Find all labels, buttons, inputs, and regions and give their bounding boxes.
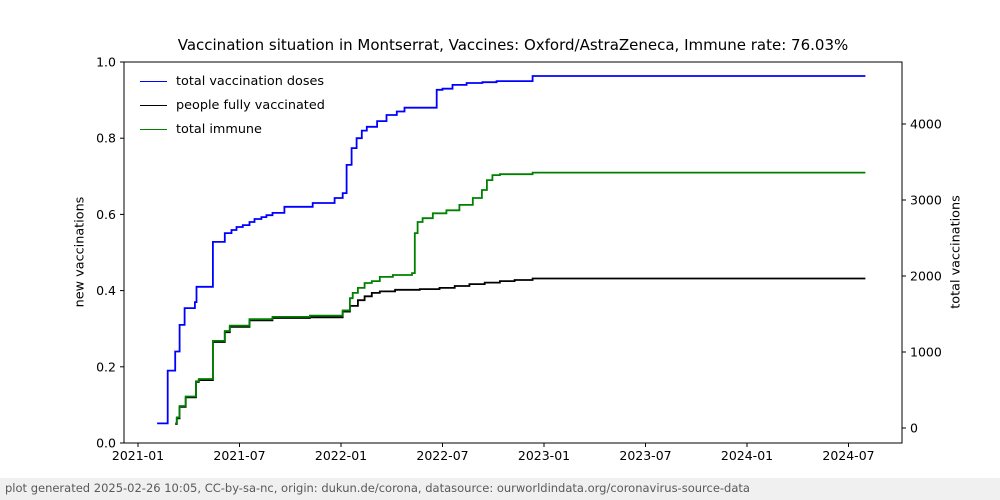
x-axis-tick-label: 2021-01 <box>112 448 164 463</box>
legend-label: total immune <box>176 121 262 137</box>
legend-label: total vaccination doses <box>176 73 325 89</box>
y-left-tick-label: 1.0 <box>96 55 116 70</box>
footer-note: plot generated 2025-02-26 10:05, CC-by-s… <box>0 478 1000 500</box>
y-left-tick-label: 0.4 <box>96 283 116 298</box>
y-left-tick-label: 0.2 <box>96 359 116 374</box>
y-right-tick-label: 0 <box>910 421 918 436</box>
x-axis-tick-label: 2022-07 <box>416 448 468 463</box>
legend-line-swatch-black <box>140 104 167 106</box>
series-line-people-fully-vaccinated <box>175 277 866 425</box>
y-right-tick-label: 2000 <box>910 269 942 284</box>
x-axis-tick-label: 2024-07 <box>822 448 874 463</box>
x-axis-tick-label: 2024-01 <box>721 448 773 463</box>
x-axis-tick-label: 2021-07 <box>213 448 265 463</box>
y-left-tick-label: 0.6 <box>96 207 116 222</box>
legend-item: people fully vaccinated <box>140 93 325 117</box>
legend-line-swatch-blue <box>140 80 167 82</box>
y-right-tick-label: 4000 <box>910 117 942 132</box>
y-right-tick-label: 3000 <box>910 193 942 208</box>
plot-area: 2021-01 2021-07 2022-01 2022-07 2023-01 2023-… <box>96 55 942 464</box>
series-line-total-vaccination-doses <box>157 75 866 425</box>
legend-item: total immune <box>140 117 325 141</box>
x-axis-tick-label: 2023-01 <box>518 448 570 463</box>
chart-title: Vaccination situation in Montserrat, Vac… <box>177 36 849 54</box>
x-axis-tick-label: 2023-07 <box>619 448 671 463</box>
y-left-tick-label: 0.8 <box>96 131 116 146</box>
legend-item: total vaccination doses <box>140 69 325 93</box>
legend: total vaccination doses people fully vac… <box>140 69 325 141</box>
x-axis-tick-label: 2022-01 <box>315 448 367 463</box>
y-left-tick-label: 0.0 <box>96 436 116 451</box>
plot-frame <box>123 61 903 444</box>
series-line-total-immune <box>175 171 866 425</box>
legend-line-swatch-green <box>140 128 167 130</box>
y-right-tick-label: 1000 <box>910 345 942 360</box>
legend-label: people fully vaccinated <box>176 97 325 113</box>
